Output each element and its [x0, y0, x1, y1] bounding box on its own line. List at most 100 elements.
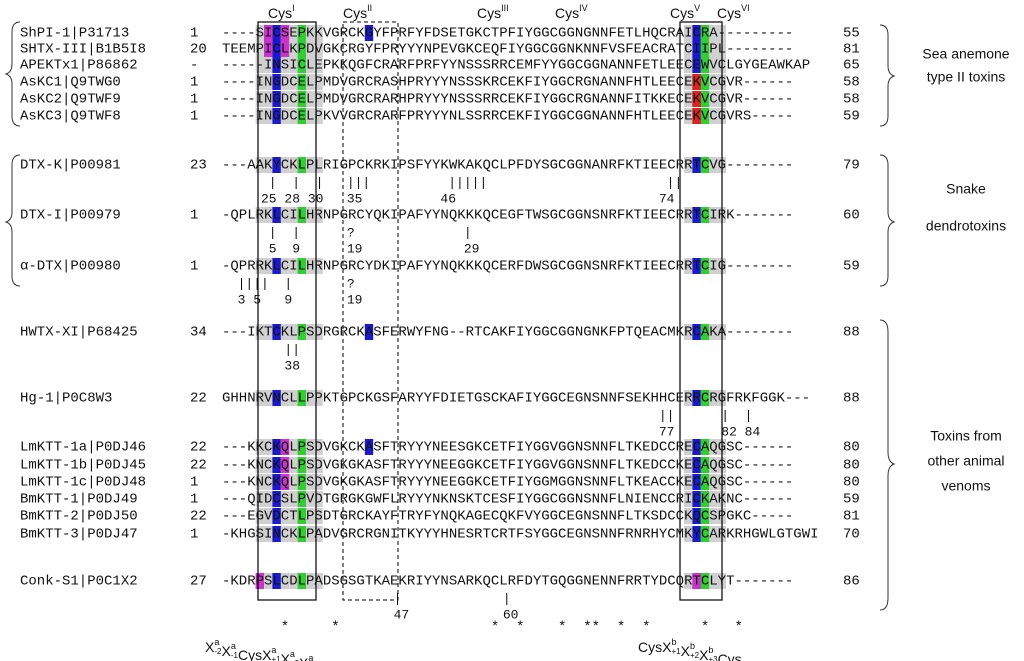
residue-highlight — [314, 508, 323, 524]
residue-highlight — [700, 108, 710, 124]
residue-highlight — [272, 439, 281, 455]
start-position: 22 — [190, 440, 207, 456]
residue-highlight — [314, 57, 323, 73]
residue-highlight — [280, 207, 290, 223]
residue-highlight — [700, 91, 710, 107]
residue-highlight — [280, 57, 290, 73]
sequence: -QPRRKLCILHRNPGRCYDKIPAFYYNQKKKQCERFDWSG… — [222, 259, 793, 275]
residue-highlight — [700, 157, 710, 173]
end-position: 59 — [843, 109, 860, 125]
residue-highlight — [297, 491, 306, 507]
position-numbers: 25 28 30 35 46 74 — [222, 191, 675, 206]
residue-highlight — [306, 41, 315, 57]
residue-highlight — [306, 91, 315, 107]
group-label: Toxins from — [930, 428, 1002, 444]
content: CysI CysII CysIII CysIV CysV CysVIShPI-1|P317… — [20, 3, 1010, 661]
motif-base: CysX — [638, 639, 672, 655]
residue-highlight — [255, 25, 264, 41]
residue-highlight — [297, 207, 306, 223]
residue-highlight — [684, 491, 693, 507]
residue-highlight — [700, 258, 710, 274]
residue-highlight — [280, 439, 290, 455]
cys-numeral: V — [694, 3, 700, 13]
residue-highlight — [692, 390, 701, 406]
residue-highlight — [700, 474, 710, 490]
residue-highlight — [289, 41, 298, 57]
residue-highlight — [255, 526, 264, 542]
residue-highlight — [297, 457, 306, 473]
sequence-name: SHTX-III|B1B5I8 — [20, 42, 146, 58]
residue-highlight — [255, 508, 264, 524]
start-position: 22 — [190, 509, 207, 525]
residue-highlight — [692, 157, 701, 173]
position-ticks: | | ? | — [222, 225, 472, 240]
residue-highlight — [306, 474, 315, 490]
cys-text: Cys — [717, 5, 741, 21]
cys-numeral: II — [367, 3, 372, 13]
position-ticks: | | — [222, 591, 511, 606]
residue-highlight — [700, 324, 710, 340]
end-position: 88 — [843, 391, 860, 407]
residue-highlight — [272, 258, 281, 274]
end-position: 70 — [843, 527, 860, 543]
residue-highlight — [289, 57, 298, 73]
residue-highlight — [700, 57, 710, 73]
motif-base: Cys — [718, 651, 742, 661]
residue-highlight — [255, 57, 264, 73]
residue-highlight — [297, 74, 306, 90]
residue-highlight — [314, 457, 323, 473]
residue-highlight — [306, 157, 315, 173]
residue-highlight — [264, 390, 273, 406]
residue-highlight — [272, 390, 281, 406]
residue-highlight — [314, 526, 323, 542]
position-numbers: 47 60 — [222, 607, 518, 622]
residue-highlight — [264, 41, 273, 57]
position-numbers: 3 5 9 19 — [222, 292, 362, 307]
group-label: venoms — [941, 478, 990, 494]
residue-highlight — [280, 457, 290, 473]
motif-sub: +3 — [708, 655, 718, 661]
residue-highlight — [709, 157, 718, 173]
residue-highlight — [700, 41, 710, 57]
residue-highlight — [255, 474, 264, 490]
residue-highlight — [297, 41, 306, 57]
cys-label: CysI — [268, 3, 295, 20]
residue-highlight — [289, 457, 298, 473]
residue-highlight — [272, 526, 281, 542]
residue-highlight — [314, 390, 323, 406]
start-position: 27 — [190, 574, 207, 590]
residue-highlight — [297, 474, 306, 490]
start-position: 23 — [190, 158, 207, 174]
residue-highlight — [297, 526, 306, 542]
residue-highlight — [314, 74, 323, 90]
group-label: other animal — [927, 453, 1004, 469]
residue-highlight — [255, 41, 264, 57]
group-label: Snake — [946, 181, 986, 197]
residue-highlight — [264, 324, 273, 340]
sequence-name: LmKTT-1c|P0DJ48 — [20, 475, 146, 491]
position-ticks: || — [222, 342, 300, 357]
sequence: ---AAKYCKLPLRIGPCKRKIPSFYYKWKAKQCLPFDYSG… — [222, 158, 793, 174]
residue-highlight — [314, 324, 323, 340]
residue-highlight — [684, 573, 693, 589]
motif-sub: -2 — [214, 647, 222, 656]
residue-highlight — [700, 439, 710, 455]
residue-highlight — [255, 324, 264, 340]
residue-highlight — [272, 74, 281, 90]
sequence: ----INGDCELPMDVGRCRARHPRYYYNSSSRRCEKFIYG… — [222, 92, 793, 108]
residue-highlight — [306, 25, 315, 41]
residue-highlight — [306, 573, 315, 589]
position-ticks: || | | — [222, 408, 753, 423]
end-position: 86 — [843, 574, 860, 590]
residue-highlight — [264, 526, 273, 542]
motif-base: X — [699, 647, 709, 661]
sequence: GHHNRVNCLLPPKTGPCKGSFARYYFDIETGSCKAFIYGG… — [222, 391, 810, 407]
motif-base: X — [281, 651, 291, 661]
residue-highlight — [280, 491, 290, 507]
residue-highlight — [684, 25, 693, 41]
residue-highlight — [280, 25, 290, 41]
residue-highlight — [700, 526, 710, 542]
motif-sup: a — [214, 637, 219, 647]
